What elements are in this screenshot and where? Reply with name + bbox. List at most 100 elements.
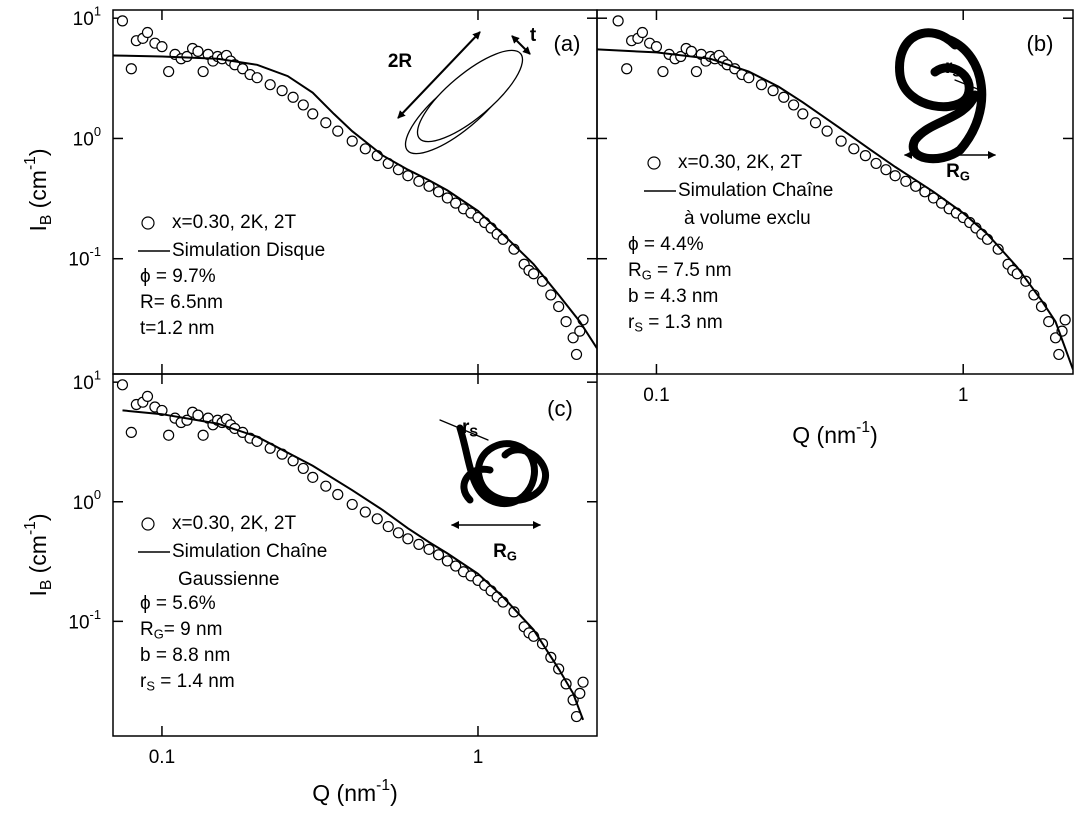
- data-point: [497, 233, 509, 245]
- data-point: [441, 555, 453, 567]
- data-point: [392, 527, 405, 539]
- y-axis-label-part: -1: [22, 521, 39, 535]
- inset-label-part: R: [946, 161, 960, 182]
- y-axis-label-part: I: [25, 590, 51, 596]
- legend-label: Simulation Disque: [172, 240, 325, 261]
- simulation-line: [122, 409, 585, 721]
- panel-label: (c): [547, 396, 573, 421]
- annotation: RG = 7.5 nm: [628, 260, 732, 283]
- y-axis-label: IB (cm-1): [22, 148, 55, 231]
- inset-label-part: S: [952, 65, 961, 80]
- legend-label: à volume exclu: [684, 208, 811, 229]
- data-point: [809, 117, 822, 129]
- plot-area: [113, 15, 597, 361]
- y-tick-label-part: 10: [73, 373, 94, 394]
- x-tick-label: 0.1: [643, 385, 669, 406]
- data-point: [889, 170, 901, 182]
- data-point: [307, 108, 319, 120]
- data-point: [450, 560, 462, 572]
- y-axis-label-part: B: [38, 580, 55, 590]
- x-axis-label-part: Q (nm: [312, 780, 376, 806]
- disk-inset: [397, 31, 531, 155]
- x-axis-label-part: ): [390, 780, 398, 806]
- annotation-part: = 1.4 nm: [155, 671, 235, 692]
- data-point: [116, 15, 129, 27]
- data-point: [1011, 268, 1023, 280]
- data-point: [441, 192, 453, 204]
- data-point: [307, 471, 319, 483]
- data-point: [553, 300, 565, 313]
- data-point: [237, 63, 249, 75]
- data-point: [163, 65, 175, 78]
- y-axis-label-part: ): [25, 513, 51, 521]
- inset-label-part: G: [507, 549, 517, 564]
- y-axis-label-part: (cm: [25, 170, 51, 215]
- data-point: [848, 143, 860, 155]
- data-point: [577, 676, 589, 688]
- data-point: [264, 79, 276, 91]
- data-point: [900, 175, 912, 187]
- data-point: [1053, 348, 1065, 361]
- legend-label: x=0.30, 2K, 2T: [172, 513, 296, 534]
- inset-label-part: G: [960, 169, 970, 184]
- plot-frame: [596, 9, 1074, 375]
- data-point: [125, 426, 137, 439]
- data-point: [1059, 314, 1071, 326]
- y-axis-label-part: -1: [22, 156, 39, 170]
- data-point: [359, 143, 371, 155]
- inset-label: rS: [945, 57, 961, 80]
- data-point: [192, 45, 204, 57]
- y-tick-label-part: 10: [73, 493, 94, 514]
- y-axis-label: IB (cm-1): [22, 513, 55, 596]
- data-point: [612, 15, 624, 27]
- annotation-part: b = 4.3 nm: [628, 286, 718, 307]
- annotation-part: R= 6.5nm: [140, 292, 223, 313]
- y-axis-label-part: (cm: [25, 535, 51, 580]
- legend-label: x=0.30, 2K, 2T: [172, 212, 296, 233]
- y-tick-label-part: -1: [90, 245, 101, 260]
- x-tick-label: 1: [473, 747, 484, 768]
- data-point: [276, 85, 288, 97]
- x-tick-label: 1: [958, 385, 969, 406]
- data-point: [297, 99, 309, 111]
- y-tick-label: 10-1: [68, 607, 101, 633]
- annotation: rS = 1.4 nm: [140, 671, 235, 694]
- inset-label-part: t: [530, 25, 537, 46]
- data-point: [797, 108, 809, 120]
- annotation: RG= 9 nm: [140, 619, 222, 642]
- data-point: [508, 606, 520, 618]
- data-point: [821, 125, 833, 137]
- data-point: [413, 538, 425, 550]
- data-point: [141, 26, 154, 39]
- y-tick-label-part: 0: [94, 124, 101, 139]
- data-point: [528, 268, 540, 280]
- y-tick-label-part: -1: [90, 607, 101, 622]
- data-point: [636, 26, 649, 39]
- data-point: [788, 99, 800, 111]
- data-point: [870, 157, 882, 170]
- data-point: [650, 41, 663, 53]
- data-point: [567, 332, 579, 344]
- legend-marker: [141, 216, 155, 230]
- annotation-part: t=1.2 nm: [140, 318, 214, 339]
- legend-label: x=0.30, 2K, 2T: [678, 152, 802, 173]
- inset-label: 2R: [388, 51, 413, 72]
- legend-marker: [647, 156, 661, 170]
- annotation: b = 4.3 nm: [628, 286, 718, 307]
- data-point: [657, 65, 669, 78]
- data-point: [359, 506, 371, 518]
- x-axis-label-part: Q (nm: [792, 422, 856, 448]
- annotation: ϕ = 9.7%: [140, 266, 216, 287]
- data-point: [450, 197, 462, 209]
- data-point: [1043, 315, 1055, 328]
- annotation: ϕ = 4.4%: [628, 234, 704, 255]
- data-point: [346, 498, 358, 511]
- annotation-part: R: [628, 260, 642, 281]
- data-point: [432, 186, 445, 198]
- annotation: R= 6.5nm: [140, 292, 223, 313]
- y-tick-label: 100: [73, 488, 101, 514]
- data-point: [545, 289, 557, 301]
- data-point: [346, 135, 358, 147]
- y-tick-label: 100: [73, 124, 101, 150]
